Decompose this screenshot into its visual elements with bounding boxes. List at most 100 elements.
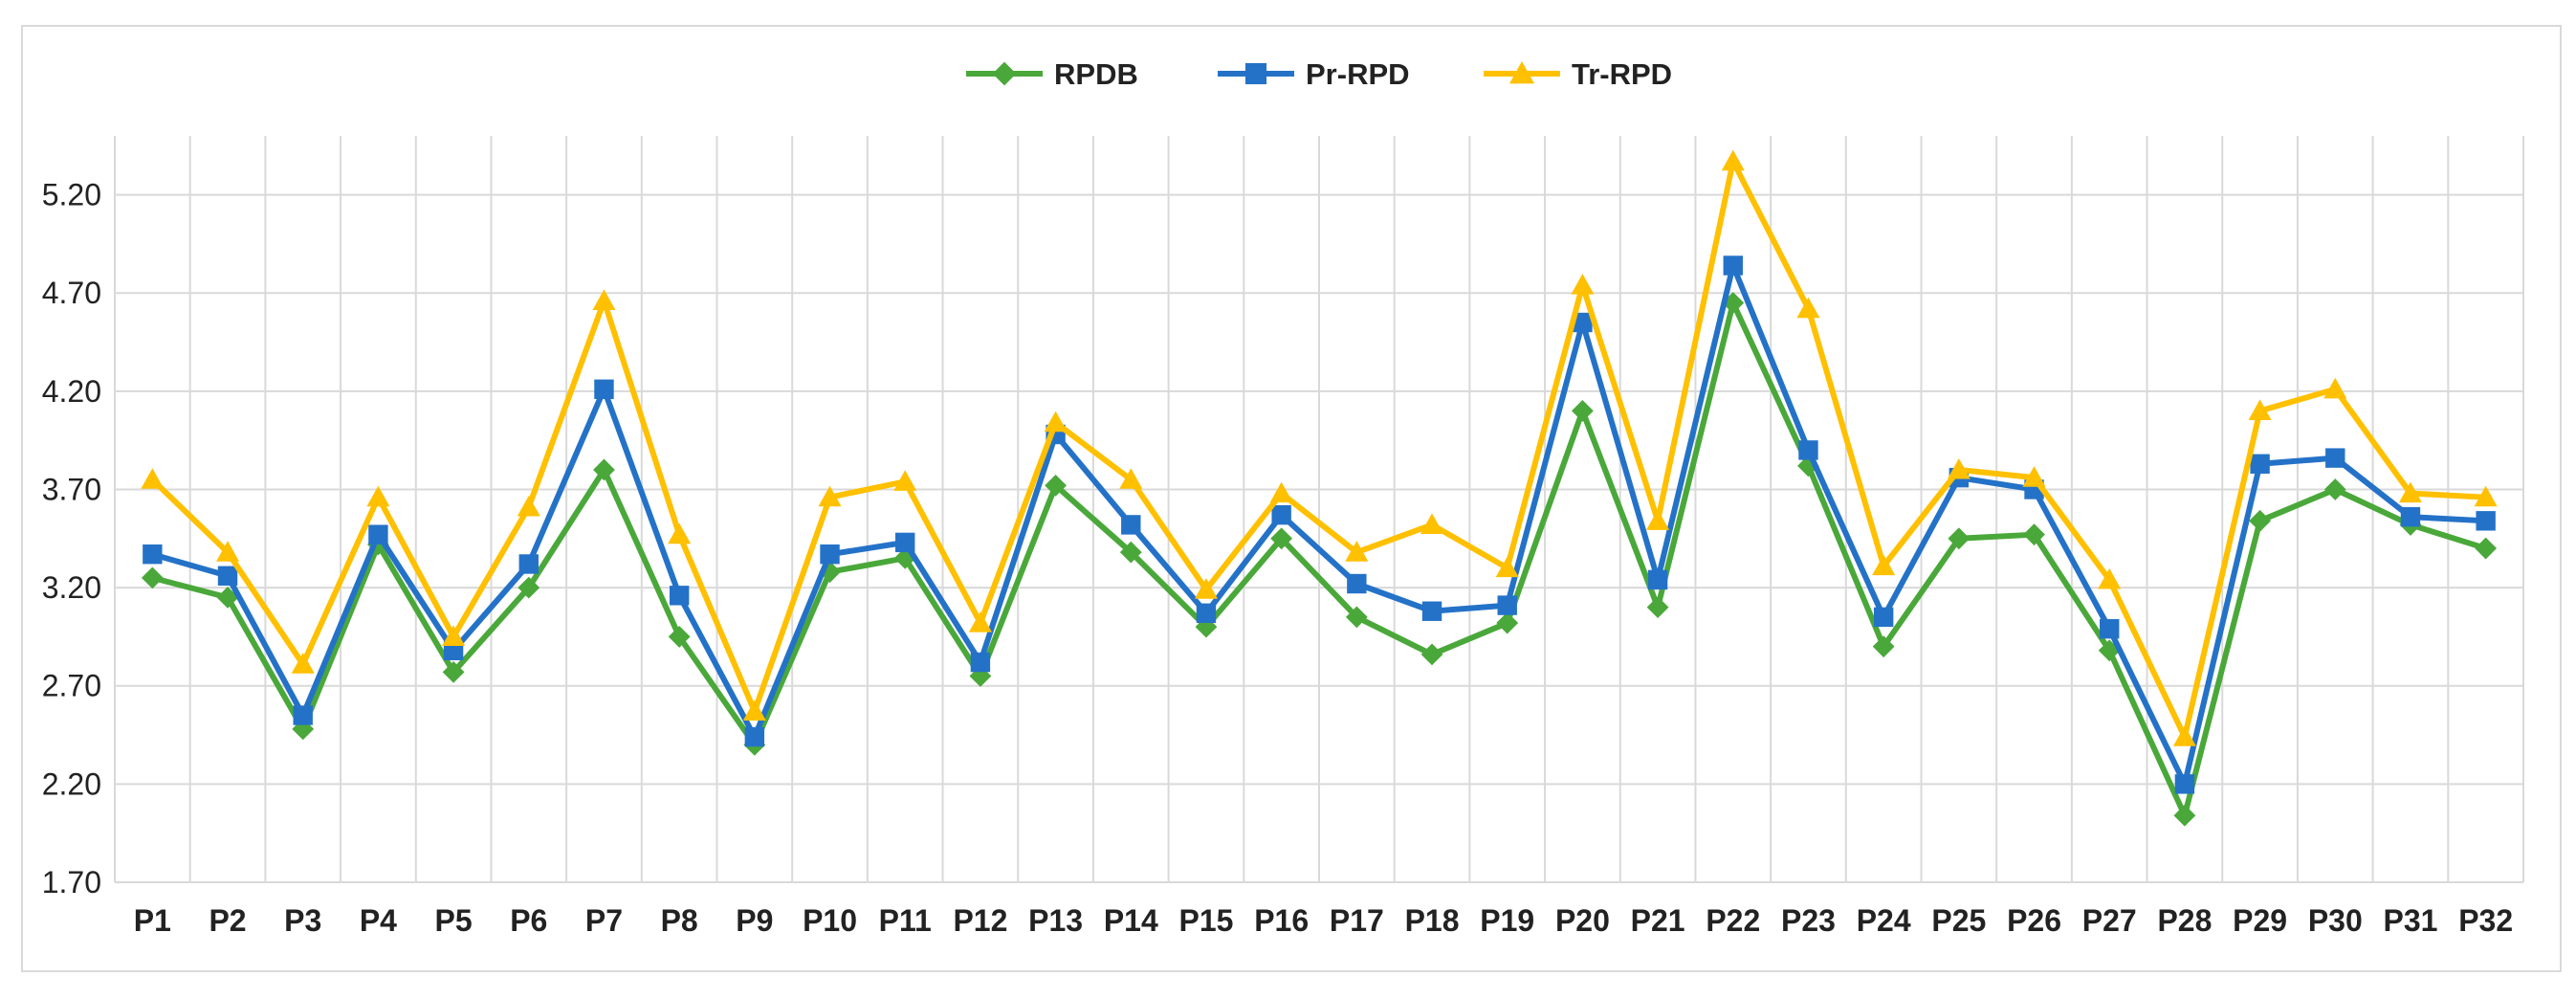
x-tick-label: P23 bbox=[1781, 903, 1836, 938]
x-tick-label: P3 bbox=[284, 903, 321, 938]
x-tick-label: P30 bbox=[2308, 903, 2363, 938]
x-tick-label: P16 bbox=[1254, 903, 1309, 938]
x-tick-label: P7 bbox=[585, 903, 623, 938]
data-point bbox=[820, 544, 840, 565]
x-tick-label: P4 bbox=[360, 903, 397, 938]
data-point bbox=[1573, 312, 1593, 333]
x-tick-label: P5 bbox=[435, 903, 473, 938]
legend-label: Pr-RPD bbox=[1306, 57, 1410, 91]
data-point bbox=[594, 379, 614, 399]
data-point bbox=[1044, 411, 1068, 433]
data-point bbox=[1420, 513, 1444, 535]
x-axis-ticks: P1 P2 P3 P4 P5 P6 P7 P8 P9 P10 P11 P12 P13 P14 P15 P16 P… bbox=[134, 903, 2513, 938]
x-tick-label: P24 bbox=[1857, 903, 1911, 938]
data-point bbox=[2474, 485, 2498, 507]
data-point bbox=[2172, 725, 2196, 746]
data-point bbox=[2023, 523, 2045, 546]
data-point bbox=[1345, 606, 1368, 629]
x-tick-label: P22 bbox=[1706, 903, 1760, 938]
legend-marker bbox=[1509, 61, 1534, 84]
x-tick-label: P31 bbox=[2384, 903, 2438, 938]
data-point bbox=[2250, 454, 2270, 474]
y-tick-label: 3.70 bbox=[42, 472, 101, 506]
data-point bbox=[291, 653, 315, 674]
legend-item-rpdb: RPDB bbox=[966, 57, 1138, 91]
x-tick-label: P28 bbox=[2157, 903, 2212, 938]
x-tick-label: P21 bbox=[1631, 903, 1685, 938]
series-line bbox=[151, 300, 2487, 819]
data-point bbox=[141, 468, 165, 489]
y-tick-label: 3.20 bbox=[42, 570, 101, 605]
data-point bbox=[2475, 537, 2498, 560]
data-point bbox=[2323, 478, 2346, 500]
legend-item-tr-rpd: Tr-RPD bbox=[1484, 57, 1672, 91]
data-point bbox=[1572, 399, 1594, 422]
data-point bbox=[2325, 448, 2345, 468]
series-line bbox=[150, 158, 2486, 741]
x-tick-label: P10 bbox=[803, 903, 857, 938]
data-point bbox=[2174, 774, 2195, 794]
series-line bbox=[151, 262, 2486, 788]
legend-marker bbox=[992, 61, 1017, 86]
y-tick-label: 4.20 bbox=[42, 374, 101, 409]
data-point bbox=[2476, 511, 2496, 531]
data-point bbox=[216, 541, 240, 562]
data-point bbox=[517, 495, 540, 517]
x-tick-label: P29 bbox=[2233, 903, 2287, 938]
data-point bbox=[1948, 527, 1971, 550]
data-point bbox=[1269, 481, 1293, 503]
x-tick-label: P26 bbox=[2007, 903, 2061, 938]
data-point bbox=[1496, 611, 1519, 634]
data-point bbox=[517, 576, 540, 599]
data-point bbox=[1497, 595, 1517, 615]
x-tick-label: P27 bbox=[2082, 903, 2137, 938]
legend: RPDB Pr-RPD Tr-RPD bbox=[966, 57, 1672, 91]
data-point bbox=[1194, 578, 1218, 599]
data-point bbox=[2100, 619, 2120, 639]
x-tick-label: P8 bbox=[661, 903, 698, 938]
series-layer bbox=[141, 149, 2498, 827]
data-point bbox=[1271, 504, 1291, 525]
x-tick-label: P12 bbox=[953, 903, 1007, 938]
data-point bbox=[592, 289, 616, 311]
data-point bbox=[366, 485, 390, 507]
data-point bbox=[216, 586, 239, 609]
data-point bbox=[1196, 603, 1217, 623]
x-tick-label: P18 bbox=[1405, 903, 1460, 938]
data-point bbox=[818, 485, 842, 507]
data-point bbox=[442, 625, 466, 647]
x-tick-label: P1 bbox=[134, 903, 171, 938]
data-point bbox=[669, 586, 690, 606]
y-tick-label: 2.20 bbox=[42, 766, 101, 801]
data-point bbox=[1873, 607, 1894, 628]
x-tick-label: P11 bbox=[879, 903, 932, 938]
data-point bbox=[895, 532, 915, 553]
data-point bbox=[893, 470, 917, 491]
data-point bbox=[1270, 527, 1293, 550]
data-point bbox=[2022, 466, 2046, 487]
data-point bbox=[2400, 507, 2421, 527]
legend-item-pr-rpd: Pr-RPD bbox=[1218, 57, 1410, 91]
data-point bbox=[593, 458, 615, 481]
data-point bbox=[744, 726, 765, 747]
data-point bbox=[2098, 567, 2122, 589]
data-point bbox=[742, 699, 766, 722]
data-point bbox=[1121, 515, 1141, 535]
data-point bbox=[668, 626, 691, 648]
y-tick-label: 5.20 bbox=[42, 178, 101, 212]
x-tick-label: P14 bbox=[1104, 903, 1158, 938]
x-tick-label: P25 bbox=[1931, 903, 1986, 938]
y-tick-label: 2.70 bbox=[42, 669, 101, 703]
data-point bbox=[1947, 457, 1971, 479]
data-point bbox=[1723, 255, 1743, 276]
data-point bbox=[1045, 474, 1067, 497]
data-point bbox=[1347, 573, 1367, 594]
legend-marker bbox=[1244, 62, 1267, 85]
data-point bbox=[2323, 377, 2347, 399]
data-point bbox=[1119, 541, 1142, 564]
data-point bbox=[1646, 596, 1669, 619]
data-point bbox=[1495, 556, 1519, 578]
x-tick-label: P15 bbox=[1179, 903, 1234, 938]
data-point bbox=[1721, 149, 1745, 171]
